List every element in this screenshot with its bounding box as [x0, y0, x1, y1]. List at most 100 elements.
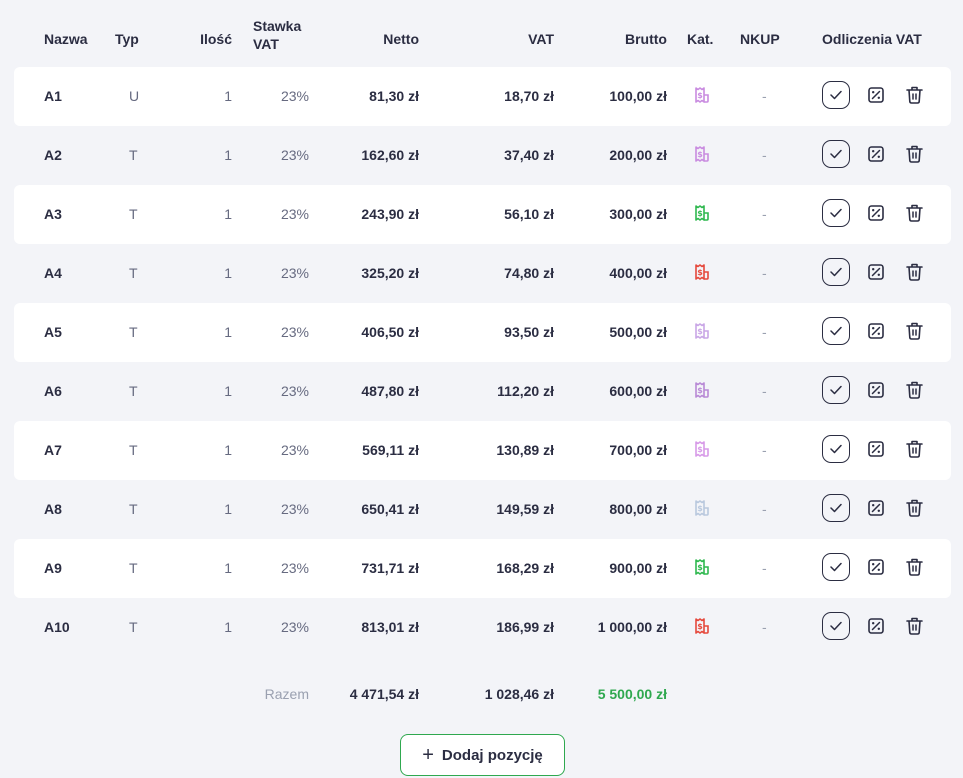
item-netto: 813,01 zł	[361, 619, 419, 635]
trash-icon[interactable]	[906, 263, 923, 281]
percent-icon[interactable]	[868, 559, 884, 575]
item-vat: 18,70 zł	[504, 88, 554, 104]
item-type: T	[129, 619, 138, 635]
category-receipt-icon[interactable]: $	[695, 500, 709, 516]
percent-icon[interactable]	[868, 441, 884, 457]
item-vat: 112,20 zł	[497, 383, 554, 399]
table-row[interactable]: A8 T 1 23% 650,41 zł 149,59 zł 800,00 zł $ -	[14, 480, 951, 539]
item-type: T	[129, 324, 138, 340]
totals-netto: 4 471,54 zł	[349, 686, 419, 702]
percent-icon[interactable]	[868, 87, 884, 103]
header-typ: Typ	[115, 31, 139, 47]
trash-icon[interactable]	[906, 381, 923, 399]
check-icon	[830, 619, 842, 634]
item-vat: 93,50 zł	[504, 324, 554, 340]
trash-icon[interactable]	[906, 86, 923, 104]
table-row[interactable]: A10 T 1 23% 813,01 zł 186,99 zł 1 000,00 zł $ -	[14, 598, 951, 657]
trash-icon[interactable]	[906, 617, 923, 635]
category-receipt-icon[interactable]: $	[695, 146, 709, 162]
category-receipt-icon[interactable]: $	[695, 264, 709, 280]
table-row[interactable]: A7 T 1 23% 569,11 zł 130,89 zł 700,00 zł $ -	[14, 421, 951, 480]
percent-icon[interactable]	[868, 323, 884, 339]
vat-deduction-check-button[interactable]	[822, 81, 850, 109]
add-position-button[interactable]: + Dodaj pozycję	[400, 734, 565, 776]
header-netto: Netto	[383, 31, 419, 47]
item-brutto: 600,00 zł	[609, 383, 667, 399]
item-netto: 569,11 zł	[362, 442, 419, 458]
category-receipt-icon[interactable]: $	[695, 323, 709, 339]
item-type: T	[129, 442, 138, 458]
vat-deduction-check-button[interactable]	[822, 199, 850, 227]
item-vat: 56,10 zł	[504, 206, 554, 222]
item-name: A1	[44, 88, 62, 104]
item-name: A8	[44, 501, 62, 517]
add-position-label: Dodaj pozycję	[441, 746, 543, 764]
item-type: T	[129, 265, 138, 281]
item-type: T	[129, 501, 138, 517]
table-row[interactable]: A5 T 1 23% 406,50 zł 93,50 zł 500,00 zł $ -	[14, 303, 951, 362]
category-receipt-icon[interactable]: $	[695, 559, 709, 575]
trash-icon[interactable]	[906, 204, 923, 222]
header-ilosc: Ilość	[200, 31, 232, 47]
header-kat: Kat.	[687, 31, 714, 47]
table-header: Nazwa Typ Ilość Stawka VAT Netto VAT Bru…	[0, 0, 963, 66]
category-receipt-icon[interactable]: $	[695, 441, 709, 457]
table-row[interactable]: A9 T 1 23% 731,71 zł 168,29 zł 900,00 zł $ -	[14, 539, 951, 598]
vat-deduction-check-button[interactable]	[822, 140, 850, 168]
item-nkup: -	[762, 501, 767, 517]
svg-text:$: $	[697, 563, 703, 572]
plus-icon: +	[422, 744, 434, 766]
item-name: A10	[44, 619, 70, 635]
table-row[interactable]: A1 U 1 23% 81,30 zł 18,70 zł 100,00 zł $ -	[14, 67, 951, 126]
item-vat-rate: 23%	[280, 147, 309, 163]
svg-text:$: $	[697, 386, 703, 395]
item-quantity: 1	[224, 265, 232, 281]
item-name: A5	[44, 324, 62, 340]
vat-deduction-check-button[interactable]	[822, 612, 850, 640]
category-receipt-icon[interactable]: $	[695, 382, 709, 398]
item-nkup: -	[762, 206, 767, 222]
item-nkup: -	[762, 324, 767, 340]
table-row[interactable]: A3 T 1 23% 243,90 zł 56,10 zł 300,00 zł $ -	[14, 185, 951, 244]
category-receipt-icon[interactable]: $	[695, 87, 709, 103]
item-name: A3	[44, 206, 62, 222]
vat-deduction-check-button[interactable]	[822, 258, 850, 286]
trash-icon[interactable]	[906, 558, 923, 576]
item-brutto: 800,00 zł	[609, 501, 667, 517]
category-receipt-icon[interactable]: $	[695, 618, 709, 634]
percent-icon[interactable]	[868, 500, 884, 516]
percent-icon[interactable]	[868, 618, 884, 634]
totals-brutto: 5 500,00 zł	[597, 686, 667, 702]
category-receipt-icon[interactable]: $	[695, 205, 709, 221]
header-stawka-vat: Stawka VAT	[253, 17, 301, 53]
vat-deduction-check-button[interactable]	[822, 435, 850, 463]
table-row[interactable]: A6 T 1 23% 487,80 zł 112,20 zł 600,00 zł $ -	[14, 362, 951, 421]
item-netto: 325,20 zł	[361, 265, 419, 281]
vat-deduction-check-button[interactable]	[822, 317, 850, 345]
table-row[interactable]: A4 T 1 23% 325,20 zł 74,80 zł 400,00 zł $ -	[14, 244, 951, 303]
trash-icon[interactable]	[906, 322, 923, 340]
table-row[interactable]: A2 T 1 23% 162,60 zł 37,40 zł 200,00 zł $ -	[14, 126, 951, 185]
item-vat: 168,29 zł	[496, 560, 554, 576]
vat-deduction-check-button[interactable]	[822, 553, 850, 581]
item-netto: 81,30 zł	[369, 88, 419, 104]
vat-deduction-check-button[interactable]	[822, 494, 850, 522]
svg-text:$: $	[697, 622, 703, 631]
vat-deduction-check-button[interactable]	[822, 376, 850, 404]
check-icon	[830, 560, 842, 575]
item-type: T	[129, 560, 138, 576]
totals-label: Razem	[264, 686, 309, 702]
header-brutto: Brutto	[625, 31, 667, 47]
percent-icon[interactable]	[868, 264, 884, 280]
item-netto: 487,80 zł	[361, 383, 419, 399]
trash-icon[interactable]	[906, 499, 923, 517]
percent-icon[interactable]	[868, 205, 884, 221]
percent-icon[interactable]	[868, 382, 884, 398]
item-vat-rate: 23%	[280, 442, 309, 458]
item-vat-rate: 23%	[280, 560, 309, 576]
percent-icon[interactable]	[868, 146, 884, 162]
trash-icon[interactable]	[906, 145, 923, 163]
check-icon	[830, 383, 842, 398]
trash-icon[interactable]	[906, 440, 923, 458]
svg-text:$: $	[697, 327, 703, 336]
